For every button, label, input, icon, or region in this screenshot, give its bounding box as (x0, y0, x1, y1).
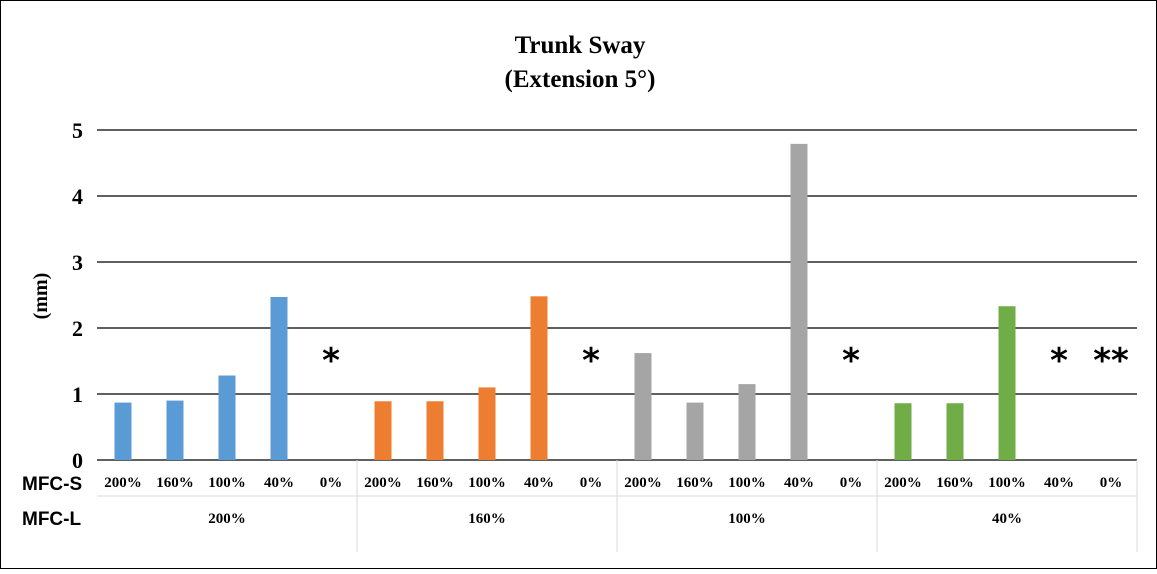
group-label: 40% (992, 511, 1022, 527)
chart-subtitle: (Extension 5°) (505, 66, 656, 93)
x-tick-label: 100% (208, 475, 246, 491)
bar (894, 403, 912, 460)
mfc-l-row-label: MFC-L (22, 509, 81, 530)
bar (686, 402, 704, 460)
bar (478, 387, 496, 460)
chart-title: Trunk Sway (515, 32, 646, 59)
bars (114, 143, 1016, 461)
y-tick-label: 5 (72, 118, 83, 143)
mfc-s-row-label: MFC-S (22, 474, 82, 495)
y-tick-label: 0 (72, 448, 83, 473)
significance-marker: * (842, 341, 860, 381)
y-tick-label: 4 (72, 184, 83, 209)
bar (166, 400, 184, 460)
y-tick-label: 1 (72, 382, 83, 407)
bar (530, 296, 548, 460)
x-tick-label: 200% (884, 475, 922, 491)
group-label: 200% (208, 511, 246, 527)
group-label: 100% (728, 511, 766, 527)
bar (374, 401, 392, 460)
x-tick-label: 160% (416, 475, 454, 491)
y-axis-label: (mm) (30, 273, 52, 320)
bar (426, 401, 444, 460)
x-tick-label: 0% (840, 475, 863, 491)
x-tick-label: 100% (468, 475, 506, 491)
bar (998, 306, 1016, 460)
x-axis: 200% 160% 100% 40% 0% 200% 200% 160% 100% 40% 0% 16… (97, 460, 1138, 552)
bar (218, 375, 236, 460)
x-tick-label: 160% (936, 475, 974, 491)
x-tick-label: 100% (728, 475, 766, 491)
x-tick-label: 160% (676, 475, 714, 491)
bar (790, 143, 808, 461)
x-tick-label: 0% (1100, 475, 1123, 491)
x-tick-label: 200% (364, 475, 402, 491)
x-tick-label: 0% (580, 475, 603, 491)
y-tick-label: 3 (72, 250, 83, 275)
x-tick-label: 160% (156, 475, 194, 491)
x-tick-label: 100% (988, 475, 1026, 491)
x-tick-label: 200% (624, 475, 662, 491)
significance-marker: * (322, 341, 340, 381)
group-label: 160% (468, 511, 506, 527)
significance-marker: ** (1093, 341, 1129, 381)
bar (270, 296, 288, 460)
bar (634, 353, 652, 460)
x-tick-label: 40% (784, 475, 814, 491)
significance-marker: * (1050, 341, 1068, 381)
significance-markers: * * * * ** (322, 341, 1129, 381)
bar (946, 403, 964, 460)
significance-marker: * (582, 341, 600, 381)
gridlines (97, 129, 1137, 461)
x-tick-label: 0% (320, 475, 343, 491)
x-tick-label: 200% (104, 475, 142, 491)
y-tick-label: 2 (72, 316, 83, 341)
bar (114, 402, 132, 460)
x-tick-label: 40% (524, 475, 554, 491)
bar (738, 384, 756, 460)
x-tick-label: 40% (264, 475, 294, 491)
y-tick-labels: 0 1 2 3 4 5 (72, 118, 83, 473)
x-tick-label: 40% (1044, 475, 1074, 491)
